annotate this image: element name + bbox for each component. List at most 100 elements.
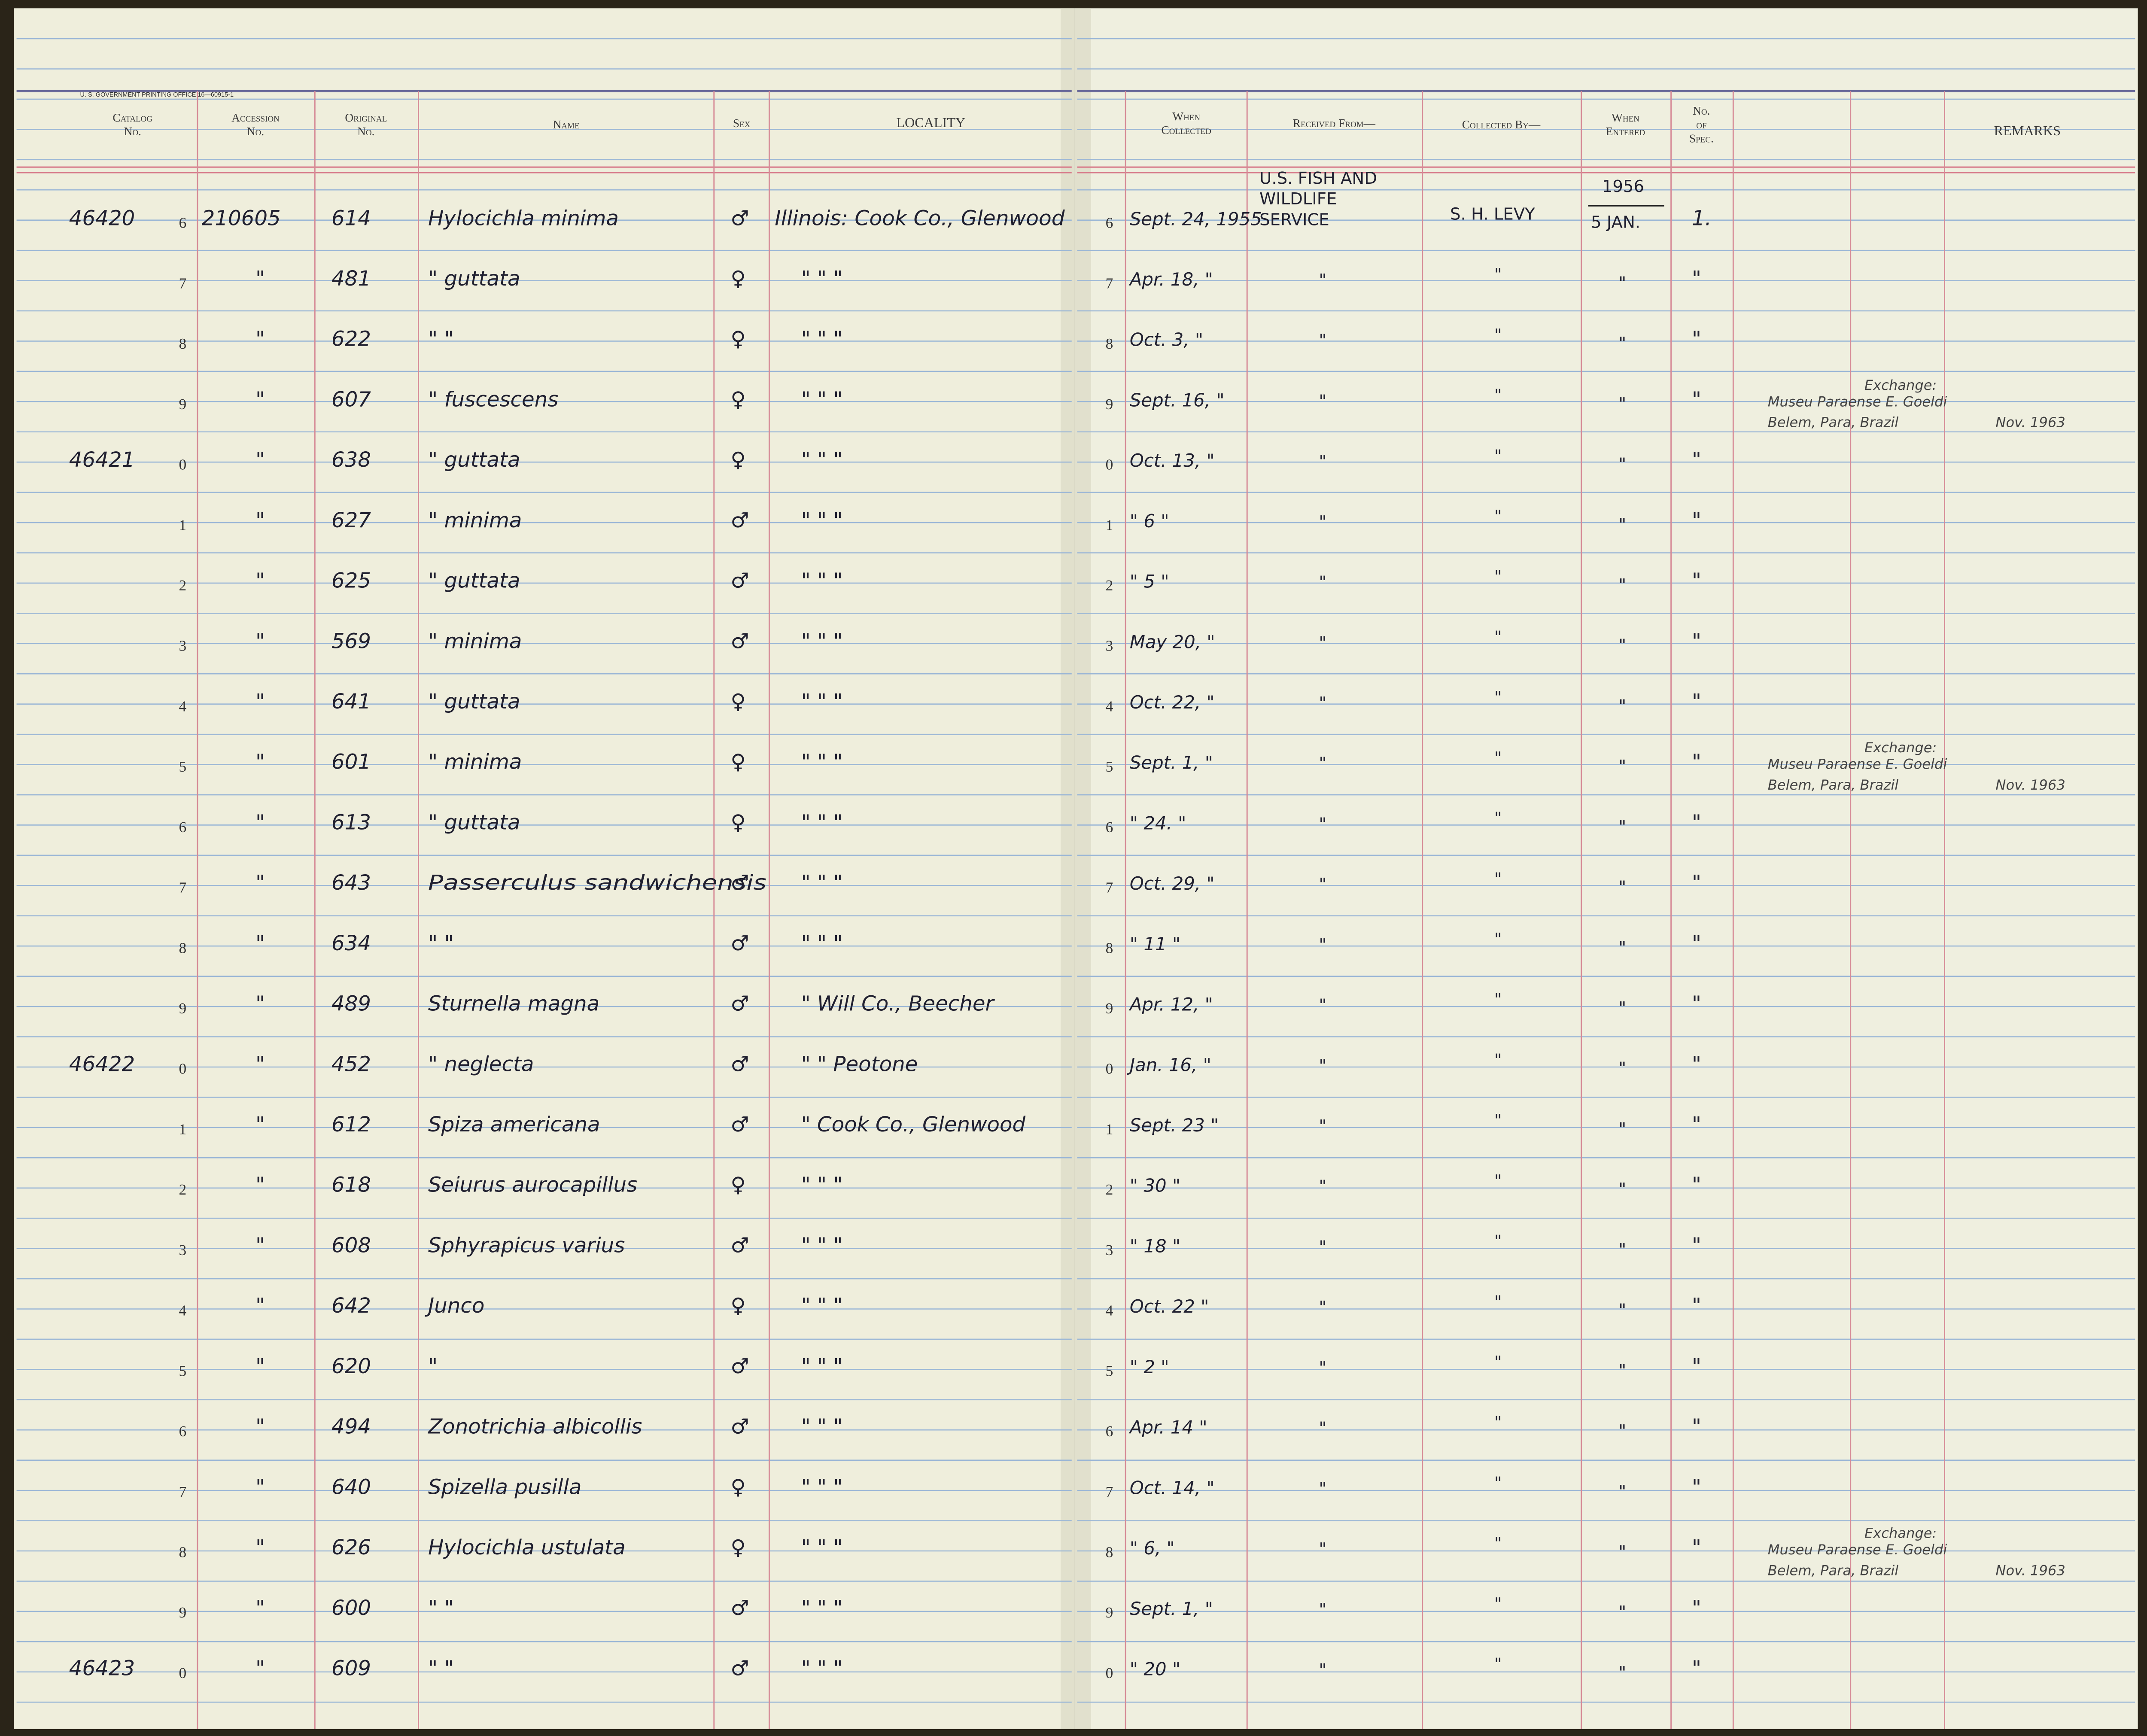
- species-name: " minima: [428, 629, 522, 653]
- catalog-digit: 7: [179, 1483, 186, 1500]
- species-name: " minima: [428, 508, 522, 532]
- locality: " " ": [801, 810, 842, 834]
- sex: ♀: [730, 810, 745, 834]
- remarks-line: Museu Paraense E. Goeldi: [1768, 393, 1947, 410]
- catalog-digit: 0: [179, 1060, 186, 1077]
- sex: ♂: [730, 629, 749, 653]
- specimen-count: ": [1692, 267, 1701, 291]
- when-collected: Oct. 13, ": [1130, 450, 1215, 471]
- species-name: " minima: [428, 750, 522, 774]
- catalog-digit: 2: [179, 577, 186, 594]
- accession-number: ": [255, 387, 265, 411]
- locality: " " ": [801, 1535, 842, 1560]
- line-digit: 6: [1106, 1423, 1113, 1440]
- column-header: When: [1172, 110, 1200, 123]
- specimen-count: ": [1692, 1596, 1701, 1620]
- when-collected: " 20 ": [1130, 1658, 1180, 1679]
- when-entered: ": [1618, 575, 1626, 595]
- locality: " " ": [801, 267, 842, 291]
- when-entered: ": [1618, 938, 1626, 957]
- remarks-note: Exchange:: [1864, 377, 1937, 393]
- catalog-digit: 6: [179, 214, 186, 231]
- when-entered: ": [1618, 334, 1626, 353]
- column-header: of: [1696, 118, 1706, 131]
- line-digit: 4: [1106, 697, 1113, 714]
- sex: ♂: [730, 931, 749, 955]
- original-number: 481: [331, 267, 371, 291]
- when-collected: Apr. 18, ": [1128, 269, 1213, 290]
- accession-number: ": [255, 1233, 265, 1257]
- original-number: 638: [331, 448, 371, 472]
- accession-number: ": [255, 1475, 265, 1499]
- species-name: " neglecta: [428, 1052, 534, 1076]
- received-from: ": [1319, 1600, 1326, 1619]
- when-entered: ": [1618, 878, 1626, 897]
- left-page: [14, 8, 1075, 1729]
- original-number: 643: [331, 871, 371, 895]
- received-from: ": [1319, 1177, 1326, 1196]
- catalog-digit: 0: [179, 1664, 186, 1681]
- collected-by: ": [1494, 1534, 1502, 1553]
- specimen-count: ": [1692, 690, 1701, 714]
- sex: ♀: [730, 327, 745, 351]
- when-collected: Sept. 16, ": [1130, 389, 1225, 410]
- accession-number: ": [255, 1354, 265, 1378]
- when-collected: " 2 ": [1130, 1356, 1169, 1377]
- when-entered: ": [1618, 696, 1626, 715]
- received-from: SERVICE: [1259, 210, 1329, 229]
- received-from: ": [1319, 1298, 1326, 1317]
- when-entered: 1956: [1602, 177, 1644, 196]
- line-digit: 8: [1106, 335, 1113, 352]
- locality: " " ": [801, 1656, 842, 1680]
- locality: " " ": [801, 629, 842, 653]
- catalog-number: 46423: [69, 1656, 135, 1680]
- accession-number: ": [255, 569, 265, 593]
- accession-number: ": [255, 1052, 265, 1076]
- accession-number: ": [255, 1113, 265, 1137]
- species-name: " ": [428, 327, 454, 351]
- specimen-count: 1.: [1692, 206, 1712, 230]
- collected-by: ": [1494, 1594, 1502, 1614]
- when-collected: Apr. 14 ": [1128, 1417, 1207, 1438]
- when-collected: " 18 ": [1130, 1235, 1180, 1256]
- right-page: [1074, 8, 2138, 1729]
- column-header: LOCALITY: [896, 115, 965, 130]
- received-from: ": [1319, 754, 1326, 773]
- when-entered: ": [1618, 455, 1626, 474]
- when-entered: 5 JAN.: [1591, 213, 1640, 232]
- received-from: ": [1319, 693, 1326, 713]
- line-digit: 4: [1106, 1302, 1113, 1319]
- specimen-count: ": [1692, 508, 1701, 532]
- original-number: 612: [331, 1113, 371, 1137]
- sex: ♂: [730, 206, 749, 230]
- when-entered: ": [1618, 1602, 1626, 1622]
- accession-number: ": [255, 1596, 265, 1620]
- remarks-note: Exchange:: [1864, 1525, 1937, 1541]
- specimen-count: ": [1692, 871, 1701, 895]
- received-from: ": [1319, 1358, 1326, 1377]
- when-entered: ": [1618, 1421, 1626, 1441]
- species-name: Junco: [425, 1294, 484, 1318]
- collected-by: ": [1494, 869, 1502, 888]
- species-name: " guttata: [428, 448, 520, 472]
- sex: ♀: [730, 690, 745, 714]
- when-entered: ": [1618, 1240, 1626, 1259]
- accession-number: ": [255, 810, 265, 834]
- original-number: 608: [331, 1233, 371, 1257]
- remarks-line: Belem, Para, Brazil: [1768, 1562, 1899, 1578]
- rules: [16, 38, 2135, 1729]
- when-collected: " 11 ": [1130, 933, 1180, 955]
- locality: " " ": [801, 448, 842, 472]
- catalog-digit: 6: [179, 1423, 186, 1440]
- original-number: 625: [331, 569, 371, 593]
- locality: " " ": [801, 690, 842, 714]
- locality: " " ": [801, 508, 842, 532]
- when-entered: ": [1618, 394, 1626, 413]
- when-entered: ": [1618, 1663, 1626, 1682]
- original-number: 618: [331, 1173, 371, 1197]
- catalog-digit: 9: [179, 1604, 186, 1621]
- catalog-digit: 3: [179, 637, 186, 654]
- original-number: 626: [331, 1535, 371, 1560]
- specimen-count: ": [1692, 1294, 1701, 1318]
- species-name: " fuscescens: [428, 387, 558, 411]
